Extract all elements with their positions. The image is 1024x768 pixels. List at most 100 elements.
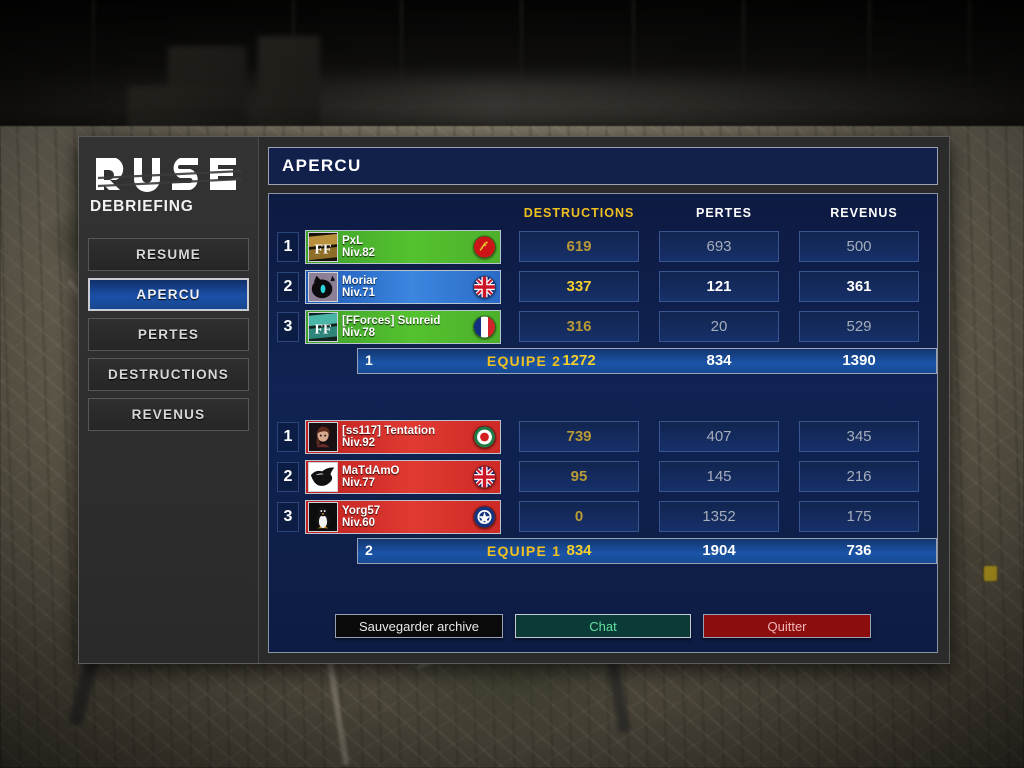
avatar: FF [308, 232, 338, 262]
avatar [308, 272, 338, 302]
player-level: Niv.60 [342, 517, 376, 529]
stat-revenus: 529 [799, 311, 919, 342]
stat-destructions: 739 [519, 421, 639, 452]
player-row[interactable]: 2 MaTdAmO Niv.77 [269, 458, 937, 496]
stat-revenus: 175 [799, 501, 919, 532]
avatar-fox-icon [309, 463, 337, 491]
team-rank: 1 [365, 352, 373, 368]
stat-destructions: 316 [519, 311, 639, 342]
team-total-revenus: 736 [846, 542, 872, 559]
stat-pertes: 693 [659, 231, 779, 262]
player-rank: 2 [277, 462, 299, 492]
player-row[interactable]: 2 Moriar [269, 268, 937, 306]
stat-pertes: 20 [659, 311, 779, 342]
player-row[interactable]: 3 [269, 498, 937, 536]
team-name: EQUIPE 1 [486, 543, 562, 559]
stat-pertes: 1352 [659, 501, 779, 532]
avatar-penguin-icon [309, 503, 337, 531]
japan-flag-icon [473, 425, 496, 449]
stat-pertes: 407 [659, 421, 779, 452]
stat-destructions: 95 [519, 461, 639, 492]
avatar-ff-gold-icon: FF [309, 233, 337, 261]
player-rank: 2 [277, 272, 299, 302]
team-total-pertes: 834 [706, 352, 732, 369]
debriefing-window: DEBRIEFING RESUME APERCU PERTES DESTRUCT… [78, 136, 950, 664]
team-total-destructions: 1272 [562, 352, 596, 369]
player-level: Niv.82 [342, 247, 376, 259]
player-names: [FForces] Sunreid Niv.78 [342, 315, 440, 339]
sidebar-item-revenus[interactable]: REVENUS [88, 398, 249, 431]
player-row[interactable]: 3 FF [FForces] Sunreid Ni [269, 308, 937, 346]
player-level: Niv.92 [342, 437, 376, 449]
player-rank: 1 [277, 232, 299, 262]
player-names: PxL Niv.82 [342, 235, 375, 259]
team-total-revenus: 1390 [842, 352, 876, 369]
team-separator [269, 374, 937, 418]
player-level: Niv.78 [342, 327, 376, 339]
scoreboard-panel: DESTRUCTIONS PERTES REVENUS 1 [268, 193, 938, 653]
usa-flag-icon [473, 505, 496, 529]
team-block: 1 FF PxL Niv.82 [269, 228, 937, 374]
player-level: Niv.77 [342, 477, 376, 489]
column-header-pertes: PERTES [695, 206, 752, 220]
team-total-destructions: 834 [566, 542, 592, 559]
player-names: Moriar Niv.71 [342, 275, 377, 299]
column-headers: DESTRUCTIONS PERTES REVENUS [269, 202, 937, 228]
player-name: [FForces] Sunreid [342, 314, 441, 327]
team-block: 1 [269, 418, 937, 564]
team-summary-row: 1 EQUIPE 2 1272 834 1390 [269, 348, 937, 374]
avatar-ff-teal-icon: FF [309, 313, 337, 341]
background-poles [0, 0, 1024, 140]
stat-revenus: 216 [799, 461, 919, 492]
svg-text:FF: FF [314, 243, 331, 258]
player-name: PxL [342, 234, 364, 247]
player-namebar: FF PxL Niv.82 [305, 230, 501, 264]
stat-destructions: 619 [519, 231, 639, 262]
player-rank: 1 [277, 422, 299, 452]
avatar: FF [308, 312, 338, 342]
chat-button[interactable]: Chat [515, 614, 691, 638]
column-header-revenus: REVENUS [830, 206, 898, 220]
player-namebar: [ss117] Tentation Niv.92 [305, 420, 501, 454]
player-names: MaTdAmO Niv.77 [342, 465, 400, 489]
avatar [308, 422, 338, 452]
team-total-pertes: 1904 [702, 542, 736, 559]
team-summary-bar [357, 538, 937, 564]
sidebar-item-resume[interactable]: RESUME [88, 238, 249, 271]
player-name: Yorg57 [342, 504, 381, 517]
player-namebar: MaTdAmO Niv.77 [305, 460, 501, 494]
player-names: Yorg57 Niv.60 [342, 505, 380, 529]
content-area: APERCU DESTRUCTIONS PERTES REVENUS 1 [259, 137, 949, 663]
page-title: APERCU [268, 147, 938, 185]
stat-revenus: 500 [799, 231, 919, 262]
france-flag-icon [473, 315, 496, 339]
player-name: [ss117] Tentation [342, 424, 436, 437]
sidebar-item-destructions[interactable]: DESTRUCTIONS [88, 358, 249, 391]
soviet-flag-icon [473, 235, 496, 259]
stat-pertes: 145 [659, 461, 779, 492]
stat-destructions: 0 [519, 501, 639, 532]
team-summary-row: 2 EQUIPE 1 834 1904 736 [269, 538, 937, 564]
player-name: MaTdAmO [342, 464, 400, 477]
player-level: Niv.71 [342, 287, 376, 299]
sidebar-item-pertes[interactable]: PERTES [88, 318, 249, 351]
player-namebar: Yorg57 Niv.60 [305, 500, 501, 534]
player-name: Moriar [342, 274, 378, 287]
sidebar: DEBRIEFING RESUME APERCU PERTES DESTRUCT… [79, 137, 259, 663]
sidebar-item-apercu[interactable]: APERCU [88, 278, 249, 311]
player-row[interactable]: 1 FF PxL Niv.82 [269, 228, 937, 266]
team-name: EQUIPE 2 [486, 353, 562, 369]
player-rank: 3 [277, 502, 299, 532]
player-namebar: FF [FForces] Sunreid Niv.78 [305, 310, 501, 344]
stat-revenus: 345 [799, 421, 919, 452]
save-archive-button[interactable]: Sauvegarder archive [335, 614, 503, 638]
player-namebar: Moriar Niv.71 [305, 270, 501, 304]
uk-flag-icon [473, 465, 496, 489]
player-row[interactable]: 1 [269, 418, 937, 456]
quit-button[interactable]: Quitter [703, 614, 871, 638]
stat-destructions: 337 [519, 271, 639, 302]
stat-pertes: 121 [659, 271, 779, 302]
ruse-logo [90, 152, 249, 196]
team-rank: 2 [365, 542, 373, 558]
avatar [308, 462, 338, 492]
